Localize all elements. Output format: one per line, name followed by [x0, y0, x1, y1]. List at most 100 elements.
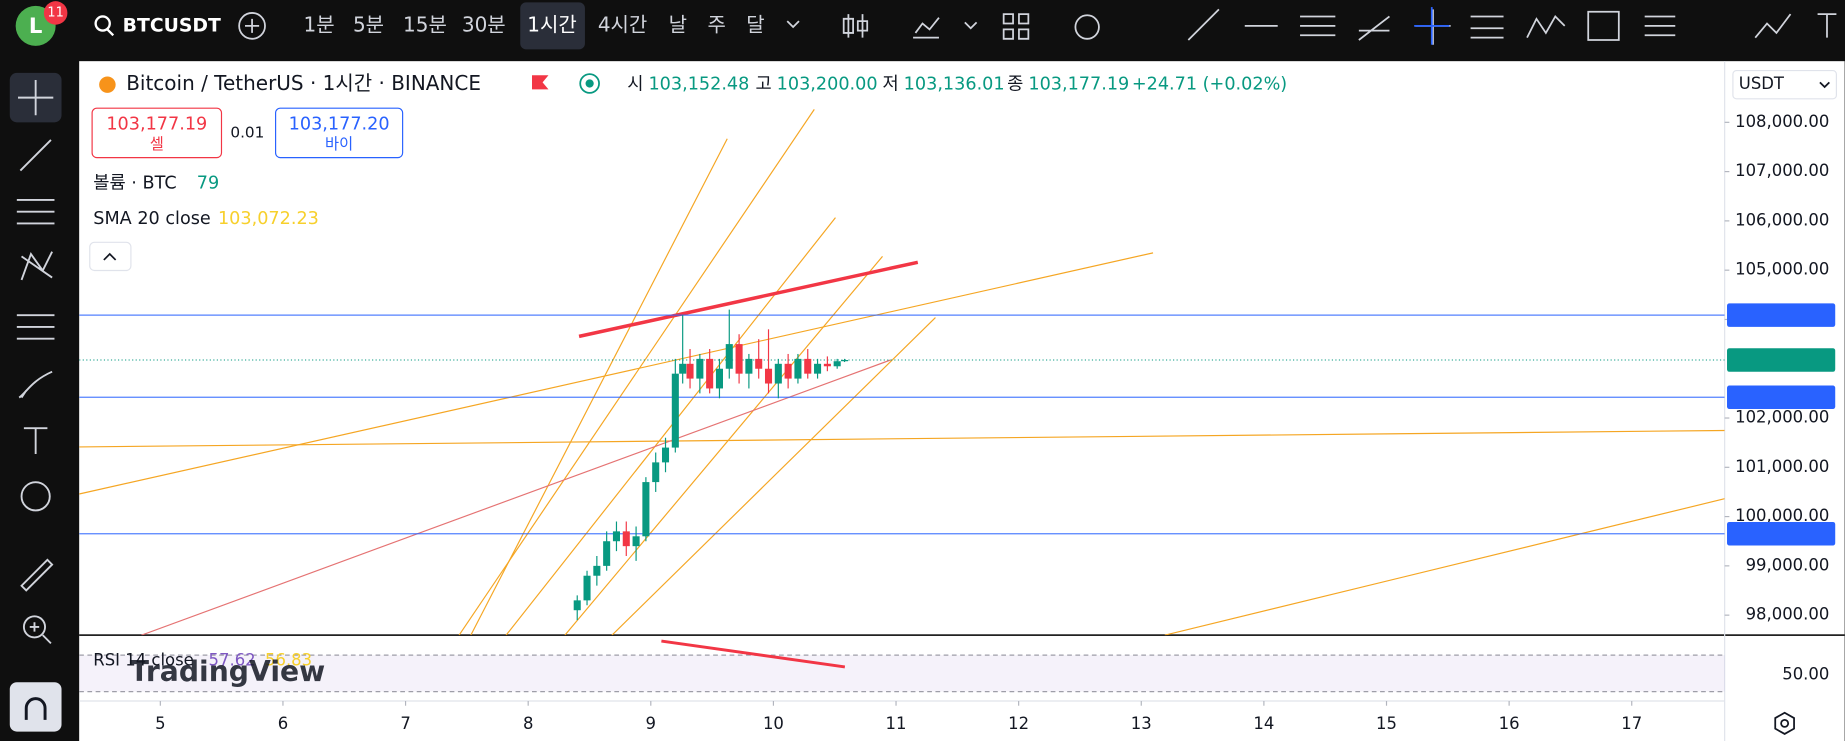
buy-button[interactable]	[275, 107, 404, 159]
trendline	[505, 217, 836, 636]
trendline	[79, 429, 1725, 448]
price-tick-label: 99,000.00	[1746, 555, 1830, 574]
time-tick-label: 8	[523, 714, 533, 733]
price-tick-label: 98,000.00	[1746, 605, 1830, 624]
time-tick-label: 9	[646, 714, 656, 733]
time-tick-label: 14	[1253, 714, 1274, 733]
trendline	[564, 256, 883, 636]
candle-body	[823, 363, 831, 367]
settings-button[interactable]	[1774, 711, 1795, 735]
sma-value: 103,072.23	[218, 209, 319, 229]
sell-price: 103,177.19	[106, 115, 207, 135]
volume-value: 79	[197, 173, 219, 193]
symbol-title: Bitcoin / TetherUS · 1시간 · BINANCE	[126, 71, 481, 95]
candle-body	[573, 600, 581, 611]
candle-body	[652, 462, 660, 483]
candle-body	[841, 360, 849, 362]
plot	[79, 309, 1725, 621]
interval-button[interactable]: 4시간	[598, 12, 648, 36]
measure-tool[interactable]	[20, 558, 54, 592]
candle-body	[671, 373, 679, 448]
watermark: TradingView	[130, 655, 326, 688]
indicators-button[interactable]	[913, 17, 940, 39]
rsi-value: 57.62	[209, 651, 256, 670]
flag-icon[interactable]	[532, 75, 549, 90]
brush-tool[interactable]	[18, 370, 53, 399]
pattern-tool[interactable]	[20, 251, 53, 281]
forecast-tool[interactable]	[16, 314, 55, 340]
rsi-band	[79, 655, 1725, 692]
line-tool[interactable]	[19, 139, 52, 172]
sell-button[interactable]	[91, 107, 223, 159]
price-tick-label: 107,000.00	[1735, 161, 1829, 180]
currency-select[interactable]	[1732, 69, 1837, 100]
time-tick-label: 5	[155, 714, 165, 733]
price-tag	[1727, 303, 1836, 327]
zoom-plus	[29, 622, 52, 645]
spread: 0.01	[230, 123, 264, 141]
symbol[interactable]: BTCUSDT	[123, 15, 221, 36]
candle-body	[642, 482, 650, 537]
buy-label: 바이	[325, 135, 353, 153]
price-tick-label: 100,000.00	[1735, 506, 1829, 525]
search-icon[interactable]	[94, 15, 111, 32]
time-tick-label: 6	[278, 714, 288, 733]
crosshair-tool[interactable]	[18, 79, 54, 116]
compare-button[interactable]	[238, 12, 266, 40]
buy-price: 103,177.20	[289, 115, 390, 135]
candle-body	[804, 358, 812, 374]
time-tick-label: 13	[1131, 714, 1152, 733]
trendline	[141, 359, 891, 636]
candle-body	[794, 358, 802, 379]
currency: USDT	[1739, 74, 1785, 93]
chart-area	[79, 61, 1845, 741]
candle-body	[632, 536, 640, 547]
candle-body	[814, 363, 822, 374]
interval-dropdown[interactable]	[786, 20, 800, 29]
text-tool[interactable]	[23, 427, 48, 455]
interval-button[interactable]: 날	[669, 12, 687, 36]
ohlc-label: 고	[755, 75, 771, 95]
rsi-label: RSI 14 close	[93, 651, 194, 670]
collapse-icon	[103, 252, 117, 261]
chart-type-button[interactable]	[842, 14, 869, 38]
candle-body	[612, 531, 620, 542]
interval-button[interactable]: 15분	[403, 12, 447, 36]
search-icon	[106, 28, 115, 37]
top-bar	[15, 1, 1837, 50]
ohlc-label: 종	[1007, 75, 1023, 95]
price-tick-label: 105,000.00	[1735, 260, 1829, 279]
indicators-dropdown[interactable]	[964, 21, 978, 30]
alert-button[interactable]	[1074, 14, 1100, 40]
volume-label: 볼륨 · BTC	[93, 172, 176, 193]
interval-button[interactable]: 달	[746, 12, 764, 36]
fib-tool[interactable]	[16, 199, 55, 225]
interval-button[interactable]: 1분	[304, 12, 335, 36]
magnet-bg[interactable]	[9, 682, 62, 732]
candle-body	[745, 358, 753, 374]
interval-button[interactable]: 5분	[353, 12, 384, 36]
zoom-tool[interactable]	[22, 615, 47, 639]
candle-body	[706, 358, 714, 389]
layout-button[interactable]	[1002, 13, 1030, 40]
resistance-line	[578, 260, 919, 339]
candle-body	[774, 363, 782, 384]
trendline	[470, 138, 728, 636]
time-tick-label: 16	[1499, 714, 1520, 733]
price-tag	[1727, 348, 1836, 372]
badge-count: 11	[47, 5, 63, 20]
avatar-letter: L	[29, 13, 42, 38]
collapse-button[interactable]	[89, 241, 132, 272]
price-tag	[1727, 521, 1836, 546]
candle-body	[784, 363, 792, 379]
candle-body	[679, 363, 687, 374]
rsi-ma-value: 56.83	[265, 651, 312, 670]
rsi-trendline	[661, 639, 846, 669]
interval-button[interactable]: 1시간	[527, 12, 577, 36]
price-tag	[1727, 385, 1836, 410]
trendline	[1164, 498, 1725, 636]
emoji-tool[interactable]	[20, 481, 51, 512]
interval-button[interactable]: 주	[707, 12, 725, 36]
interval-button[interactable]: 30분	[462, 12, 506, 36]
coin-icon	[99, 76, 116, 93]
